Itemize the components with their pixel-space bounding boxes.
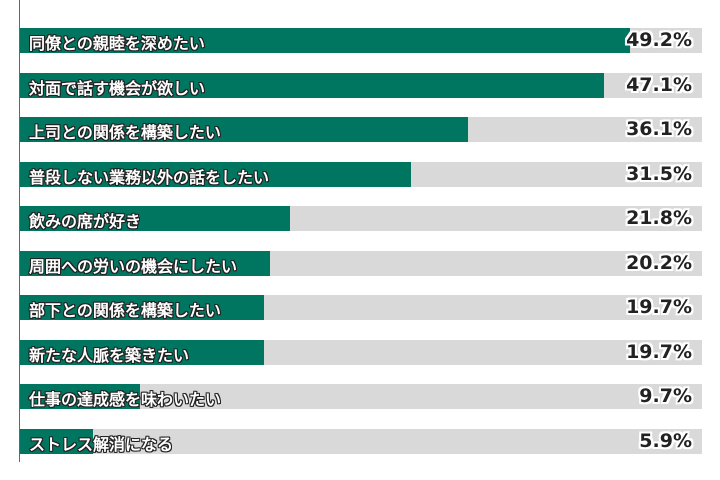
bar-track: 同僚との親睦を深めたい 49.2% — [20, 28, 702, 53]
bar — [20, 206, 291, 231]
y-axis-line — [19, 0, 20, 462]
value-label: 19.7% — [626, 340, 692, 363]
bar — [20, 295, 265, 320]
bar — [20, 117, 468, 142]
category-label: 対面で話す機会が欲しい — [29, 78, 206, 98]
value-label: 20.2% — [626, 251, 692, 274]
value-label: 49.2% — [626, 29, 692, 51]
category-label: 普段しない業務以外の話をしたい — [29, 167, 270, 187]
bar-track: 対面で話す機会が欲しい 47.1% — [20, 72, 702, 98]
bar — [20, 339, 265, 365]
bar — [20, 72, 605, 98]
bar — [20, 28, 631, 53]
value-label: 5.9% — [639, 429, 692, 452]
bar-track: 周囲への労いの機会にしたい 20.2% — [20, 250, 702, 276]
value-label: 21.8% — [626, 207, 692, 229]
bar-track: 飲みの席が好き 21.8% — [20, 206, 702, 231]
category-label: 飲みの席が好き — [29, 212, 142, 231]
value-label: 19.7% — [626, 296, 692, 318]
bar-track: 新たな人脈を築きたい 19.7% — [20, 339, 702, 365]
category-label: 新たな人脈を築きたい — [29, 345, 190, 365]
bar — [20, 428, 94, 454]
bar — [20, 161, 411, 187]
category-label: 仕事の達成感を味わいたい — [29, 390, 222, 409]
category-label: 部下との関係を構築したい — [29, 301, 221, 320]
category-label: 上司との関係を構築したい — [29, 123, 221, 142]
bar — [20, 250, 271, 276]
bar-track: 部下との関係を構築したい 19.7% — [20, 295, 702, 320]
bar-track: 仕事の達成感を味わいたい 9.7% — [20, 384, 702, 409]
value-label: 47.1% — [626, 73, 692, 96]
category-label: ストレス解消になる — [29, 434, 174, 454]
value-label: 9.7% — [639, 385, 692, 407]
category-label: 周囲への労いの機会にしたい — [29, 256, 238, 276]
bar — [20, 384, 141, 409]
value-label: 31.5% — [626, 162, 692, 185]
bar-track: ストレス解消になる 5.9% — [20, 428, 702, 454]
category-label: 同僚との親睦を深めたい — [29, 34, 205, 53]
bar-track: 普段しない業務以外の話をしたい 31.5% — [20, 161, 702, 187]
bar-track: 上司との関係を構築したい 36.1% — [20, 117, 702, 142]
value-label: 36.1% — [626, 118, 692, 140]
